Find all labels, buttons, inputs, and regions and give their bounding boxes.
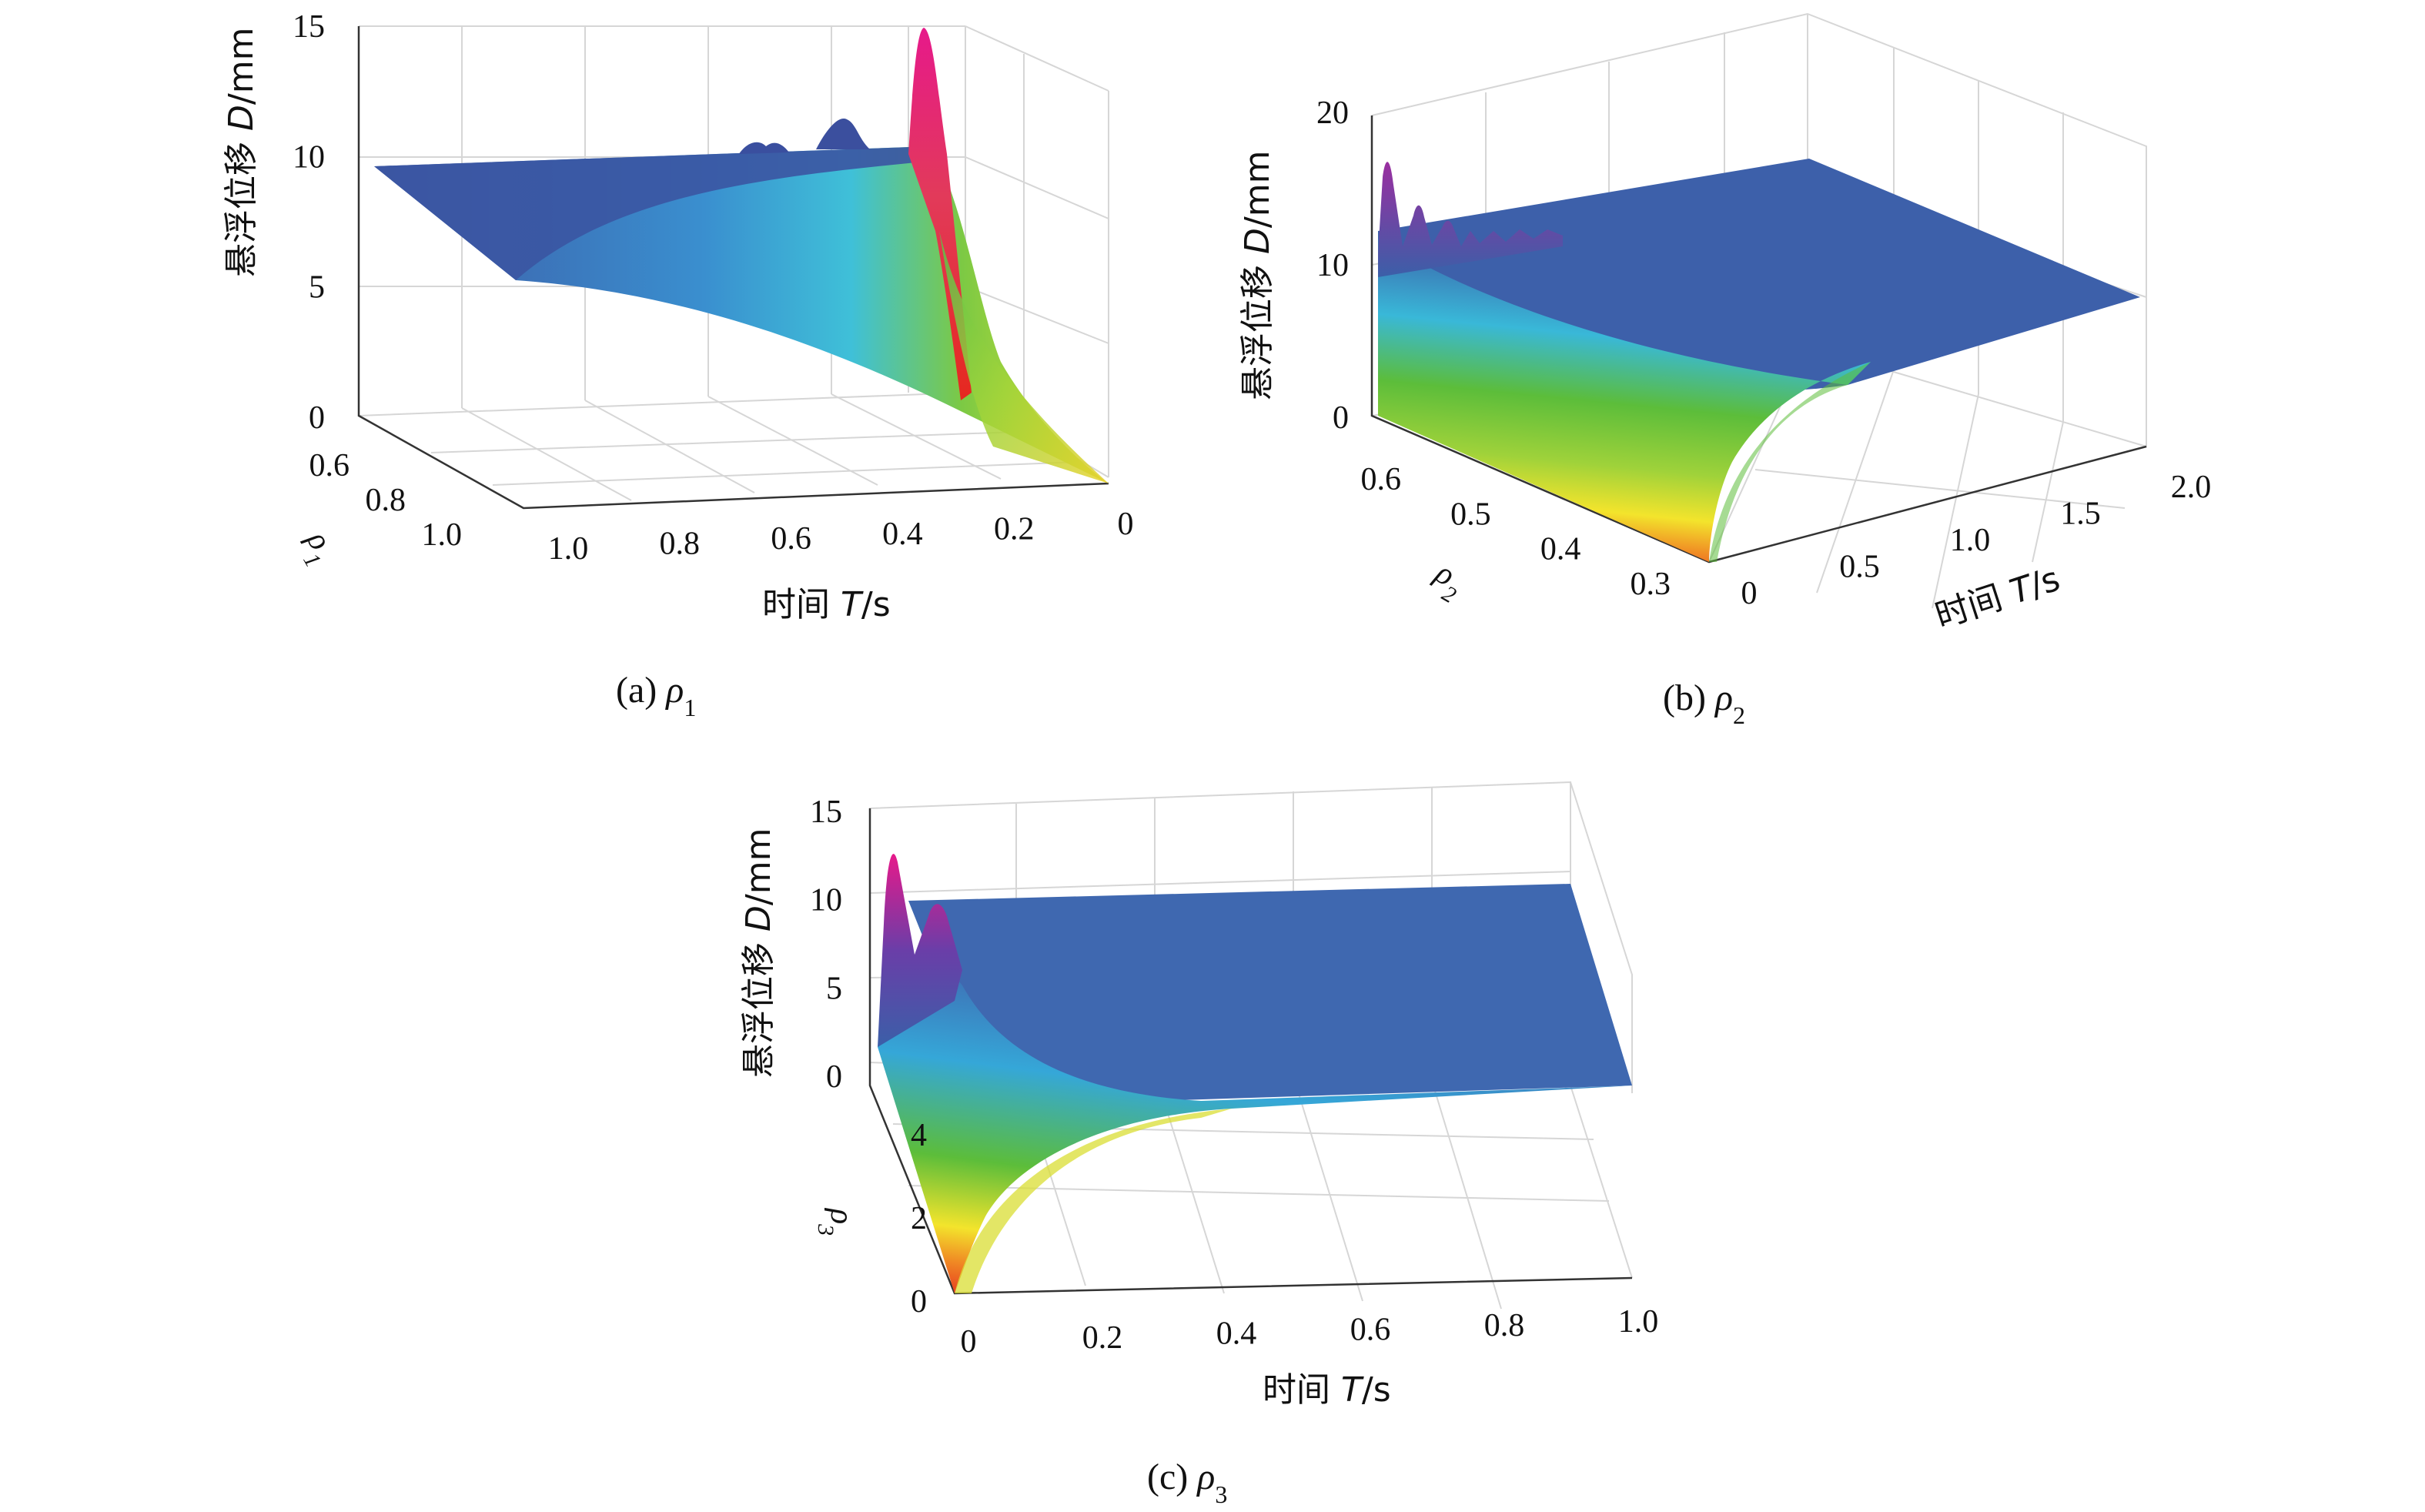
panel-c-spike	[878, 854, 962, 1047]
panel-a-x-tick: 0.6	[771, 521, 811, 557]
panel-a-xlabel: 时间 T/s	[762, 585, 891, 624]
panel-b-caption: (b) ρ2	[1663, 677, 1745, 729]
panel-c-z-tick: 10	[810, 883, 842, 918]
panel-c-y-tick: 4	[911, 1118, 927, 1153]
panel-c-x-tick: 0.8	[1484, 1308, 1525, 1343]
panel-c-x-tick: 0.2	[1082, 1320, 1123, 1356]
panel-c-caption: (c) ρ3	[1147, 1457, 1227, 1508]
panel-a-x-tick: 0.8	[660, 527, 701, 562]
panel-a-zlabel: 悬浮位移 D/mm	[222, 28, 261, 277]
panel-c-curve-yellow	[955, 1109, 1232, 1293]
panel-a-surface-top	[374, 146, 932, 280]
panel-a-surface	[374, 28, 1109, 483]
panel-b-x-tick: 0	[1741, 576, 1758, 611]
panel-b-x-tick: 1.5	[2060, 497, 2101, 532]
panel-c-frame	[868, 808, 1633, 1295]
panel-a-x-tick: 0	[1118, 507, 1134, 542]
panel-c-z-tick: 15	[810, 794, 842, 830]
panel-b-x-tick: 2.0	[2171, 470, 2212, 505]
panel-a-ylabel: ρ1	[290, 524, 344, 571]
panel-c-x-tick: 0.4	[1216, 1316, 1257, 1352]
panel-a-x-tick: 0.2	[994, 511, 1035, 547]
panel-a-z-tick: 10	[293, 139, 325, 175]
panel-b-surface-front	[1378, 239, 1871, 562]
panel-c-y-tick: 2	[911, 1201, 927, 1236]
panel-b-y-tick: 0.3	[1631, 567, 1671, 602]
panel-b: 0 10 20 0 0.5 1.0 1.5 2.0 0.6 0.5 0.4 0.3 悬浮位移 D/mm…	[1238, 12, 2211, 729]
panel-a-bump	[816, 119, 870, 149]
panel-c-x-tick: 0	[961, 1324, 977, 1360]
panel-b-surface	[1378, 159, 2140, 562]
panel-a-z-tick: 15	[293, 9, 325, 45]
panel-a-z-tick: 5	[309, 270, 325, 306]
panel-a-caption: (a) ρ1	[616, 670, 696, 721]
panel-a-y-tick: 1.0	[422, 517, 463, 553]
panel-a-frame	[357, 26, 1109, 510]
panel-b-z-tick: 20	[1316, 95, 1349, 131]
panel-b-x-tick: 1.0	[1950, 523, 1991, 558]
panel-b-z-tick: 0	[1333, 400, 1349, 436]
panel-b-ylabel: ρ2	[1423, 554, 1471, 608]
panel-a-y-tick: 0.6	[309, 448, 350, 483]
panel-a-drop	[939, 231, 1109, 483]
panel-b-y-tick: 0.4	[1540, 532, 1581, 567]
panel-c: 0 5 10 15 0 0.2 0.4 0.6 0.8 1.0 0 2 4 悬浮位移 D/mm 时间 T…	[739, 781, 1658, 1508]
panel-c-ticks: 0 5 10 15 0 0.2 0.4 0.6 0.8 1.0 0 2 4	[810, 794, 1658, 1360]
panel-b-ticks: 0 10 20 0 0.5 1.0 1.5 2.0 0.6 0.5 0.4 0.3	[1316, 95, 2211, 611]
panel-b-y-tick: 0.5	[1450, 497, 1491, 532]
panel-b-xlabel: 时间 T/s	[1931, 559, 2065, 636]
panel-c-y-tick: 0	[911, 1284, 927, 1320]
panel-c-surface-top	[908, 884, 1632, 1102]
panel-b-oscillation	[1378, 162, 1563, 277]
panel-c-ylabel: ρ3	[814, 1207, 860, 1236]
panel-a: 0 5 10 15 1.0 0.8 0.6 0.4 0.2 0 0.6 0.8 1.0 悬浮位移 D/m…	[222, 9, 1134, 721]
panel-c-zlabel: 悬浮位移 D/mm	[739, 828, 778, 1078]
panel-c-z-tick: 5	[826, 971, 842, 1006]
panel-c-x-tick: 0.6	[1350, 1312, 1391, 1347]
panel-c-surface	[878, 854, 1632, 1293]
panel-c-z-tick: 0	[826, 1059, 842, 1095]
panel-a-x-tick: 0.4	[882, 517, 923, 552]
panel-a-bump-small	[739, 142, 789, 154]
panel-a-z-tick: 0	[309, 400, 325, 436]
panel-b-x-tick: 0.5	[1839, 550, 1880, 585]
panel-b-z-tick: 10	[1316, 248, 1349, 283]
panel-c-surface-front	[878, 975, 1632, 1293]
panel-b-frame	[1370, 115, 2147, 564]
panel-b-zlabel: 悬浮位移 D/mm	[1238, 151, 1277, 400]
panel-a-ticks: 0 5 10 15 1.0 0.8 0.6 0.4 0.2 0 0.6 0.8 1.0	[293, 9, 1134, 567]
panel-a-y-tick: 0.8	[366, 483, 406, 518]
panel-a-x-tick: 1.0	[548, 531, 589, 567]
panel-c-xlabel: 时间 T/s	[1263, 1370, 1391, 1410]
panel-b-y-tick: 0.6	[1361, 462, 1402, 497]
panel-c-x-tick: 1.0	[1618, 1304, 1659, 1340]
